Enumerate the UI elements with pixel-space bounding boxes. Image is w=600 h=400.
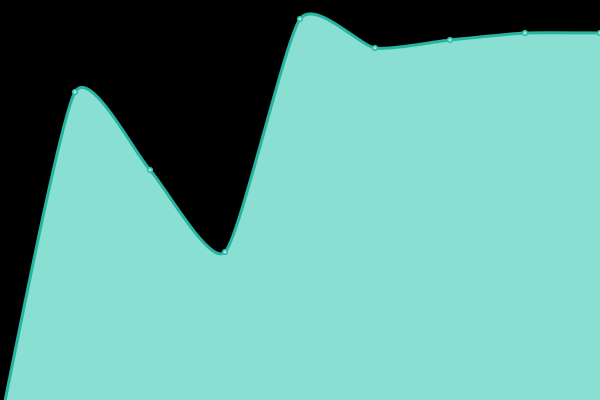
data-point-marker[interactable] <box>71 88 79 96</box>
data-point-marker[interactable] <box>596 29 600 37</box>
data-point-markers <box>71 15 600 256</box>
data-point-marker[interactable] <box>371 44 379 52</box>
data-point-marker[interactable] <box>146 166 154 174</box>
line-path <box>3 12 600 400</box>
area-fill-path <box>5 13 600 400</box>
data-point-marker[interactable] <box>446 36 454 44</box>
data-point-marker[interactable] <box>221 248 229 256</box>
data-point-marker[interactable] <box>296 15 304 23</box>
data-point-marker[interactable] <box>521 29 529 37</box>
